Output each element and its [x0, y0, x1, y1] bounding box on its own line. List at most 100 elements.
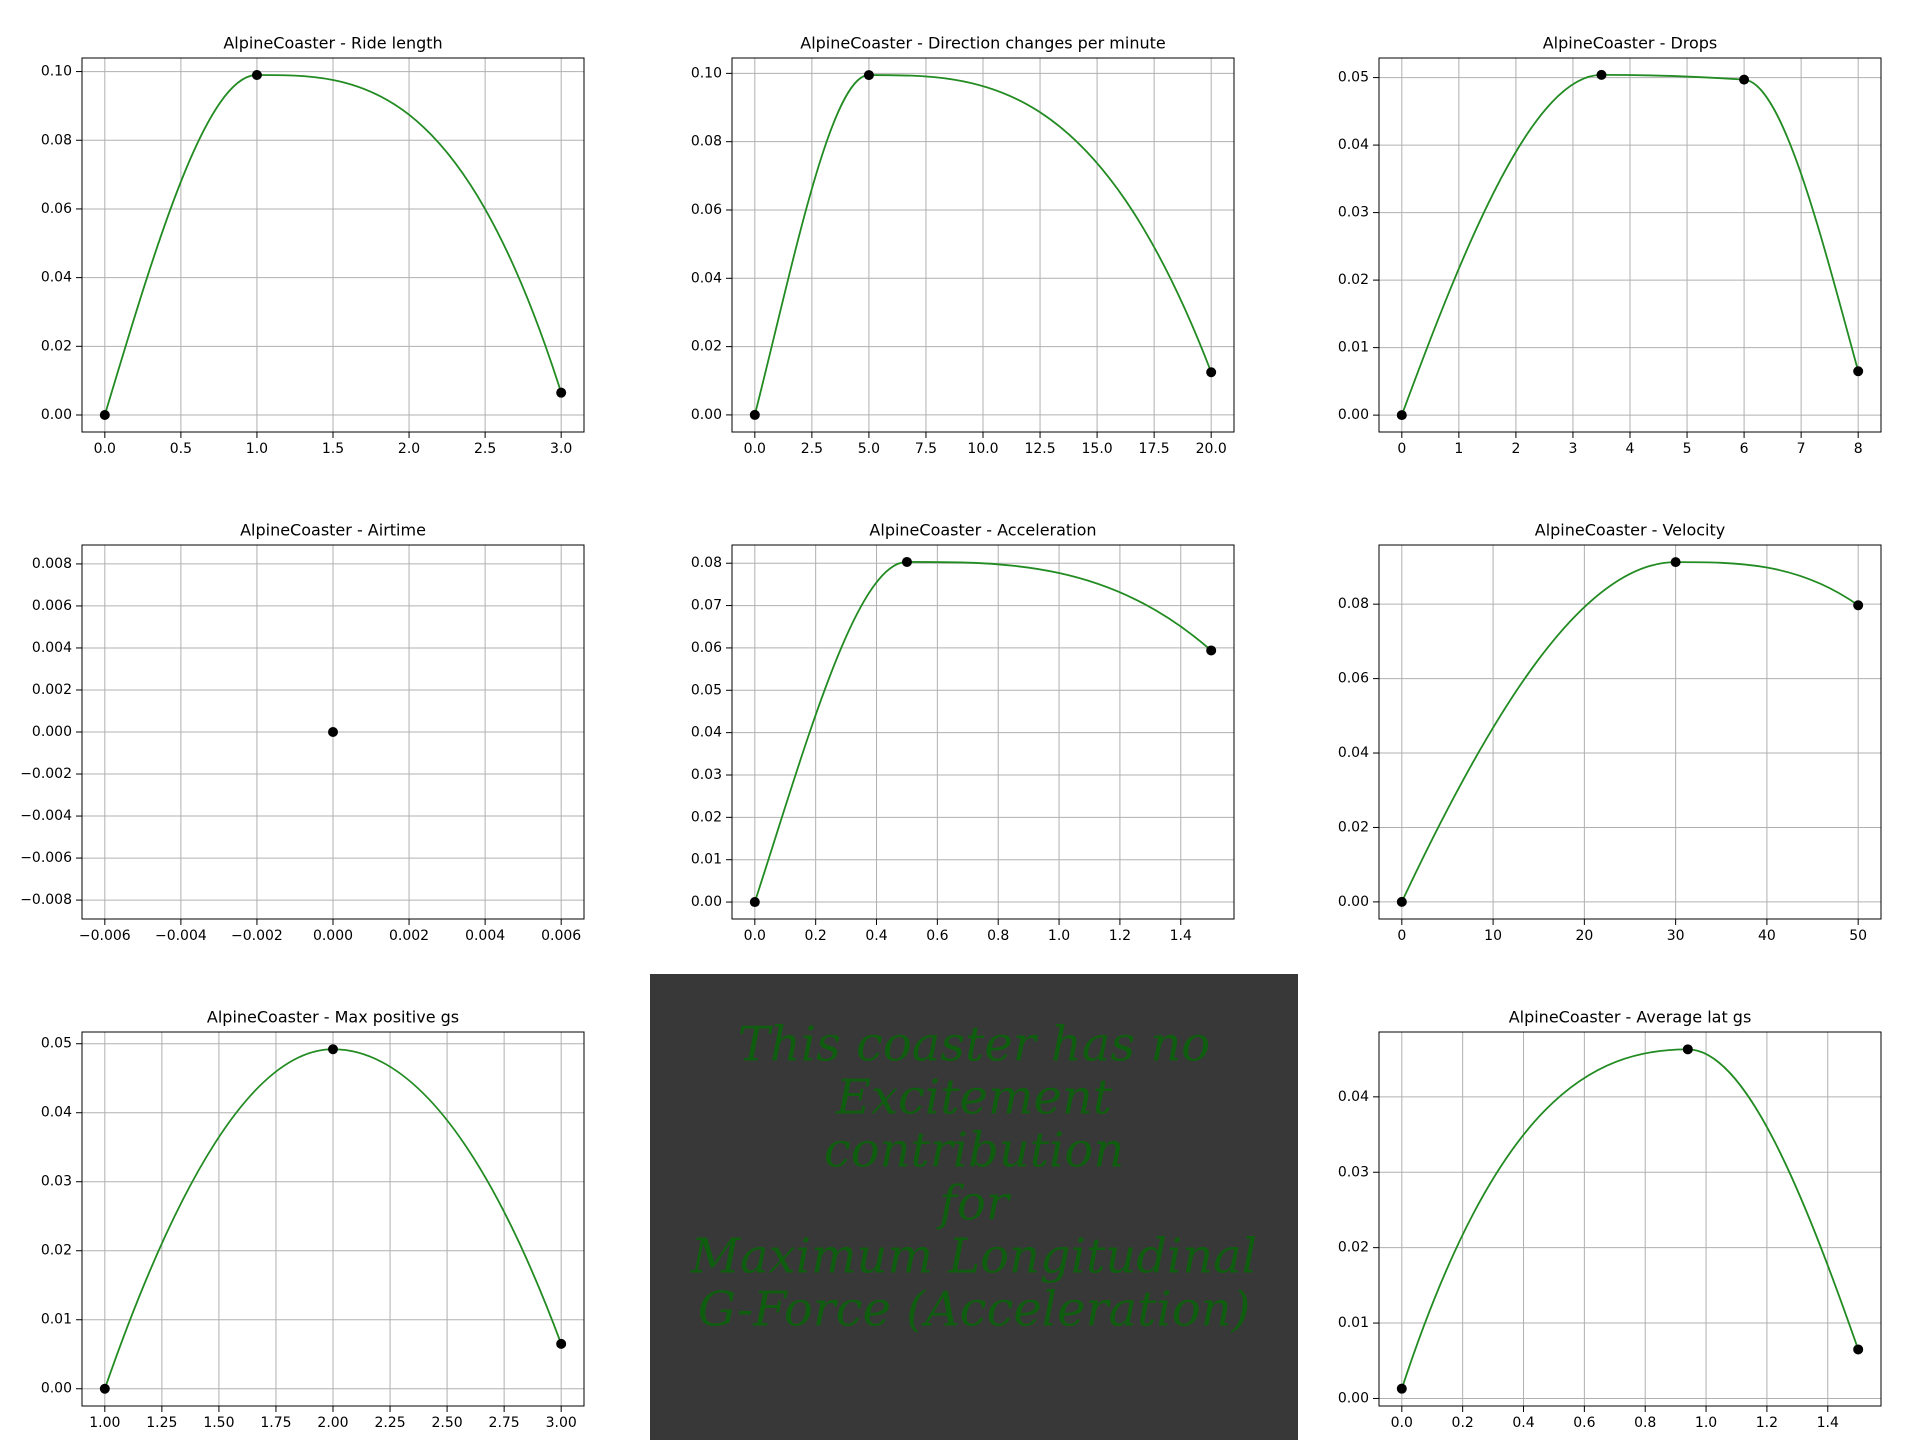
data-point [328, 727, 338, 737]
x-tick-label: 0.4 [865, 928, 887, 944]
y-tick-label: −0.006 [20, 850, 72, 866]
chart: AlpineCoaster - Direction changes per mi… [691, 34, 1235, 457]
x-tick-label: 50 [1849, 928, 1867, 944]
x-tick-label: 1.2 [1756, 1415, 1778, 1431]
data-point [1596, 69, 1607, 80]
plot-frame [731, 544, 1235, 920]
y-tick-label: 0.06 [41, 201, 72, 217]
data-point [1206, 367, 1217, 378]
chart-title: AlpineCoaster - Acceleration [869, 521, 1096, 540]
panel-text: This coaster has no [738, 1017, 1210, 1073]
y-tick-label: 0.03 [41, 1174, 72, 1190]
chart-title: AlpineCoaster - Velocity [1535, 521, 1725, 540]
panel-text: contribution [824, 1123, 1124, 1179]
x-tick-label: 4 [1626, 441, 1635, 457]
x-tick-label: 1.4 [1817, 1415, 1839, 1431]
y-tick-label: 0.006 [32, 598, 72, 614]
chart: AlpineCoaster - Ride length 0.0 0.5 1.0 1.5 2… [41, 34, 585, 457]
y-tick-label: 0.03 [691, 767, 722, 783]
y-tick-label: 0.04 [1338, 137, 1369, 153]
data-point [1682, 1044, 1693, 1055]
x-tick-label: 1.5 [322, 441, 344, 457]
x-tick-label: 3.0 [550, 441, 572, 457]
x-tick-label: 1.00 [89, 1415, 120, 1431]
x-tick-label: 1.0 [1695, 1415, 1717, 1431]
x-tick-label: 0.0 [94, 441, 116, 457]
x-tick-label: 0.000 [313, 928, 353, 944]
plot-frame [81, 544, 585, 920]
x-tick-label: 0.5 [170, 441, 192, 457]
x-tick-label: 2.00 [317, 1415, 348, 1431]
x-tick-label: 8 [1854, 441, 1863, 457]
x-tick-label: −0.002 [231, 928, 283, 944]
y-tick-label: 0.03 [1338, 1164, 1369, 1180]
chart-title: AlpineCoaster - Average lat gs [1509, 1008, 1752, 1027]
y-tick-label: 0.04 [691, 270, 722, 286]
data-point [1853, 600, 1864, 611]
x-tick-label: 20.0 [1196, 441, 1227, 457]
x-tick-label: 1.2 [1109, 928, 1131, 944]
panel-text: for [936, 1176, 1012, 1232]
plot-frame [81, 57, 585, 433]
y-tick-label: 0.01 [691, 852, 722, 868]
x-tick-label: 6 [1740, 441, 1749, 457]
y-tick-label: 0.004 [32, 640, 72, 656]
data-point [749, 409, 760, 420]
x-tick-label: 0.002 [389, 928, 429, 944]
x-tick-label: 20 [1575, 928, 1593, 944]
y-tick-label: 0.06 [1338, 671, 1369, 687]
x-tick-label: 0.0 [1391, 1415, 1413, 1431]
plot-frame [731, 57, 1235, 433]
data-point [1853, 1344, 1864, 1355]
y-tick-label: 0.01 [1338, 1315, 1369, 1331]
data-point [99, 410, 110, 420]
y-tick-label: 0.02 [41, 338, 72, 354]
y-tick-label: 0.02 [1338, 272, 1369, 288]
x-tick-label: 0 [1397, 441, 1406, 457]
x-tick-label: −0.004 [155, 928, 207, 944]
curve [103, 74, 563, 416]
x-tick-label: 2.25 [374, 1415, 405, 1431]
x-tick-label: 30 [1667, 928, 1685, 944]
curve [1400, 73, 1860, 416]
y-tick-label: 0.00 [1338, 1390, 1369, 1406]
chart-title: AlpineCoaster - Airtime [240, 521, 426, 540]
data-point [556, 1338, 567, 1349]
y-tick-label: 0.02 [1338, 1240, 1369, 1256]
y-tick-label: −0.008 [20, 892, 72, 908]
x-tick-label: 7.5 [915, 441, 937, 457]
y-tick-label: 0.02 [1338, 819, 1369, 835]
y-tick-label: 0.02 [691, 809, 722, 825]
x-tick-label: 15.0 [1082, 441, 1113, 457]
plot-frame [1378, 1031, 1882, 1407]
data-point [749, 897, 760, 908]
chart: AlpineCoaster - Velocity 0 10 20 30 40 50 0.00 0… [1338, 521, 1882, 944]
y-tick-label: 0.02 [41, 1243, 72, 1259]
y-tick-label: 0.00 [1338, 407, 1369, 423]
x-tick-label: 17.5 [1139, 441, 1170, 457]
y-tick-label: −0.002 [20, 766, 72, 782]
x-tick-label: 0.8 [1634, 1415, 1656, 1431]
x-tick-label: 0 [1397, 928, 1406, 944]
chart: AlpineCoaster - Max positive gs 1.00 1.25 1… [41, 1008, 585, 1431]
data-point [1396, 410, 1407, 421]
x-tick-label: 2.5 [474, 441, 496, 457]
y-tick-label: 0.03 [1338, 205, 1369, 221]
x-tick-label: 1.4 [1170, 928, 1192, 944]
x-tick-label: 1.50 [203, 1415, 234, 1431]
x-tick-label: 0.6 [926, 928, 948, 944]
y-tick-label: 0.04 [1338, 745, 1369, 761]
data-point [1206, 645, 1217, 656]
curve [1400, 1048, 1860, 1389]
x-tick-label: 0.2 [1452, 1415, 1474, 1431]
x-tick-label: 0.6 [1573, 1415, 1595, 1431]
y-tick-label: 0.06 [691, 640, 722, 656]
y-tick-label: 0.04 [41, 1105, 72, 1121]
plot-frame [1378, 544, 1882, 920]
x-tick-label: 1.0 [246, 441, 268, 457]
plot-frame [1378, 57, 1882, 433]
x-tick-label: 0.004 [465, 928, 505, 944]
data-point [251, 70, 262, 80]
y-tick-label: 0.08 [691, 134, 722, 150]
